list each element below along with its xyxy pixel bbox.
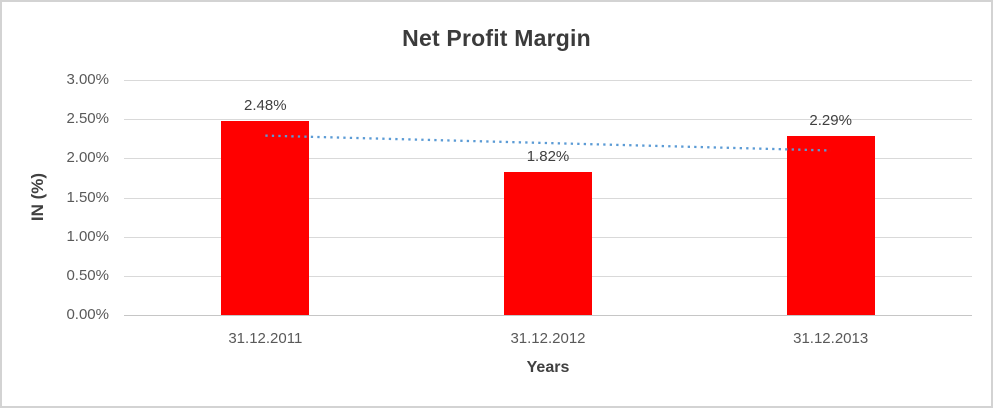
bar-data-label: 2.29% [809,111,852,129]
gridline-2.00% [124,158,972,160]
x-axis-title: Years [526,359,570,376]
bar-data-label: 1.82% [526,148,570,166]
x-category-label-31.12.2013: 31.12.2013 [793,330,869,347]
bar-31.12.2013 [786,135,875,315]
bar-31.12.2012 [504,172,592,315]
plot-area: 2.48% 1.82% 2.29% [124,80,972,316]
gridline-2.50% [124,119,972,121]
x-category-label-31.12.2012: 31.12.2012 [510,330,586,347]
y-tick-label: 1.50% [66,188,109,206]
gridline-0.00% [124,315,972,316]
y-tick-label: 0.00% [66,306,109,323]
y-tick-label: 3.00% [66,71,109,88]
bar-data-label: 2.48% [244,96,287,114]
gridline-3.00% [124,80,972,81]
y-tick-label: 1.00% [66,227,109,245]
chart-title: Net Profit Margin [402,25,591,51]
y-tick-label: 2.50% [66,110,109,128]
y-tick-label: 0.50% [66,266,109,284]
x-category-label-31.12.2011: 31.12.2011 [228,330,303,347]
y-tick-label: 2.00% [66,149,109,167]
bar-31.12.2011 [221,120,310,315]
